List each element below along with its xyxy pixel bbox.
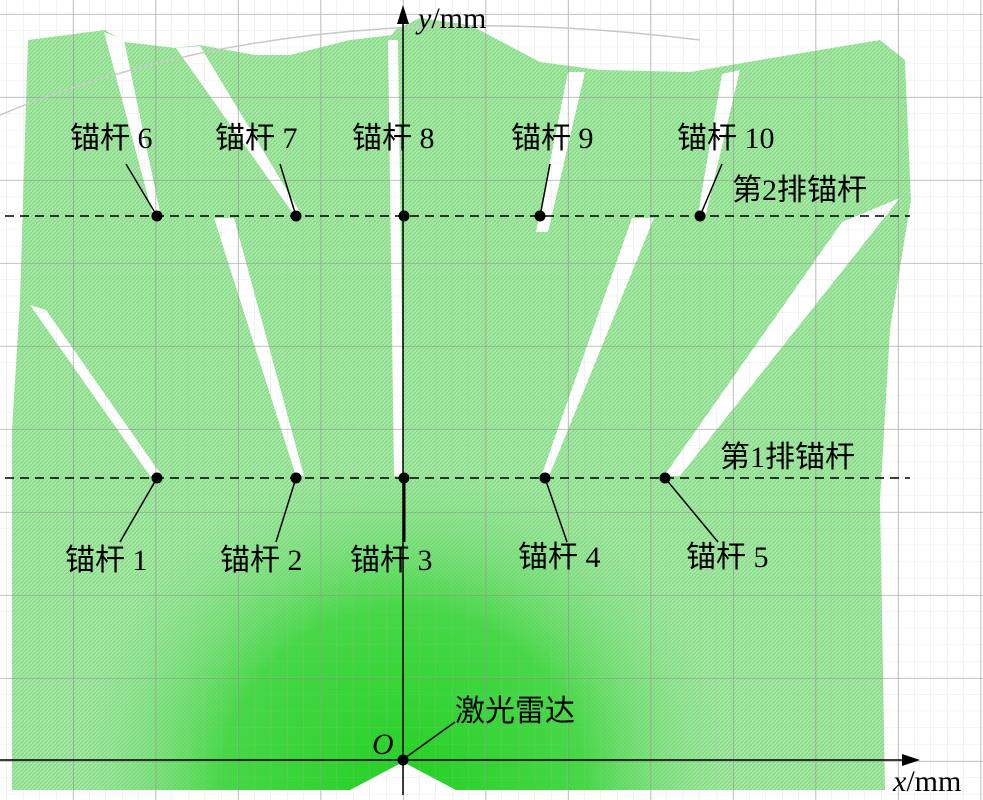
anchor-10-leader (699, 163, 723, 217)
anchor-4-marker (539, 472, 551, 484)
anchor-6-leader (125, 163, 158, 217)
anchor-1-label: 锚杆 1 (65, 544, 148, 577)
anchor-7-marker (290, 210, 302, 222)
anchor-4-leader (544, 477, 568, 543)
anchor-9-label: 锚杆 9 (511, 122, 594, 155)
x-axis-unit: /mm (906, 765, 962, 798)
anchor-6-label: 锚杆 6 (70, 122, 153, 155)
anchor-3-marker (398, 472, 410, 484)
anchor-7-label: 锚杆 7 (215, 122, 298, 155)
anchor-9-marker (534, 210, 546, 222)
anchor-1-marker (151, 472, 163, 484)
row2-label: 第2排锚杆 (732, 174, 867, 207)
row1-label: 第1排锚杆 (720, 441, 855, 474)
anchor-10-label: 锚杆 10 (677, 122, 775, 155)
anchor-6-marker (151, 210, 163, 222)
anchor-2-leader (275, 477, 297, 543)
anchor-8-label: 锚杆 8 (352, 122, 435, 155)
lidar-origin-marker (397, 754, 409, 766)
anchor-5-leader (664, 477, 719, 543)
boundary-arc (0, 24, 701, 116)
x-axis-label: x/mm (893, 767, 961, 797)
y-axis-unit: /mm (431, 2, 487, 35)
anchor-8-marker (398, 210, 410, 222)
anchor-7-leader (279, 163, 297, 217)
anchor-4-label: 锚杆 4 (518, 541, 601, 574)
x-axis-arrow (902, 754, 920, 766)
y-axis-label: y/mm (418, 4, 486, 34)
axes (0, 5, 920, 795)
lidar-leader (404, 721, 456, 759)
leader-lines (119, 163, 723, 759)
lidar-label: 激光雷达 (455, 695, 575, 728)
anchor-3-label: 锚杆 3 (350, 544, 433, 577)
y-axis-arrow (397, 5, 409, 24)
anchor-2-marker (290, 472, 302, 484)
anchor-markers (151, 210, 706, 766)
anchor-2-label: 锚杆 2 (220, 544, 303, 577)
anchor-5-marker (659, 472, 671, 484)
y-axis-var: y (418, 2, 432, 35)
anchor-10-marker (694, 210, 706, 222)
anchor-1-leader (119, 477, 158, 543)
anchor-5-label: 锚杆 5 (686, 541, 769, 574)
anchor-9-leader (539, 163, 551, 217)
origin-label: O (372, 728, 394, 761)
x-axis-var: x (893, 765, 907, 798)
